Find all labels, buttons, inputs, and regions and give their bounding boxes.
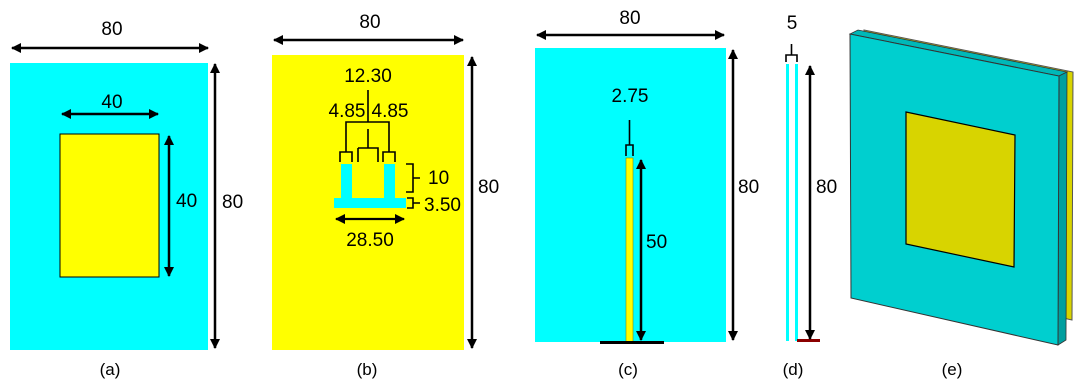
panel-a-height-label: 80 bbox=[222, 192, 243, 213]
panel-b-total-width-label: 12.30 bbox=[344, 66, 392, 87]
panel-d-layer-left bbox=[786, 64, 789, 341]
panel-b-base-width-label: 28.50 bbox=[346, 230, 394, 251]
panel-d: 5 80 (d) bbox=[783, 13, 838, 379]
panel-c-caption: (c) bbox=[618, 360, 638, 379]
panel-c-feed-width-bracket bbox=[625, 120, 634, 156]
panel-b-total-width-bracket bbox=[345, 90, 390, 129]
panel-d-thickness-label: 5 bbox=[787, 13, 798, 34]
panel-a-patch bbox=[59, 133, 160, 278]
panel-d-caption: (d) bbox=[783, 360, 804, 379]
panel-c-ground-strip bbox=[600, 341, 664, 344]
panel-d-ground bbox=[797, 339, 820, 342]
panel-a-patch-height-label: 40 bbox=[176, 191, 197, 212]
panel-d-height-label: 80 bbox=[816, 177, 837, 198]
panel-b: 80 80 12.30 4.85 4.85 10 3.50 28.50 (b) bbox=[272, 12, 499, 379]
panel-d-thickness-bracket bbox=[785, 44, 798, 62]
panel-b-right-slot-label: 4.85 bbox=[372, 101, 409, 122]
panel-c: 80 80 2.75 50 (c) bbox=[535, 8, 759, 379]
panel-e: (e) bbox=[848, 29, 1074, 379]
panel-a-width-label: 80 bbox=[101, 19, 122, 40]
panel-c-feed-line bbox=[625, 157, 634, 343]
panel-b-height-label: 80 bbox=[478, 177, 499, 198]
panel-b-left-slot-bracket bbox=[339, 129, 353, 162]
panel-b-arm-height-label: 10 bbox=[428, 168, 449, 189]
panel-b-left-slot-label: 4.85 bbox=[329, 101, 366, 122]
panel-b-base-height-label: 3.50 bbox=[424, 195, 461, 216]
panel-c-height-label: 80 bbox=[738, 177, 759, 198]
panel-a: 80 80 40 40 (a) bbox=[10, 19, 243, 379]
panel-c-feed-width-label: 2.75 bbox=[612, 86, 649, 107]
panel-b-caption: (b) bbox=[357, 360, 378, 379]
panel-a-patch-width-label: 40 bbox=[101, 92, 122, 113]
panel-b-right-slot-bracket bbox=[382, 129, 396, 162]
panel-d-layer-right bbox=[795, 64, 798, 341]
panel-b-arm-height-bracket bbox=[406, 163, 420, 193]
panel-b-inner-divider bbox=[357, 129, 379, 162]
panel-c-feed-length-label: 50 bbox=[646, 232, 667, 253]
panel-b-base-height-bracket bbox=[407, 197, 420, 209]
panel-e-caption: (e) bbox=[942, 360, 963, 379]
panel-b-width-label: 80 bbox=[359, 12, 380, 33]
panel-b-u-slot bbox=[334, 164, 406, 208]
panel-e-patch bbox=[905, 111, 1016, 268]
panel-a-caption: (a) bbox=[100, 360, 121, 379]
panel-c-width-label: 80 bbox=[619, 8, 640, 29]
